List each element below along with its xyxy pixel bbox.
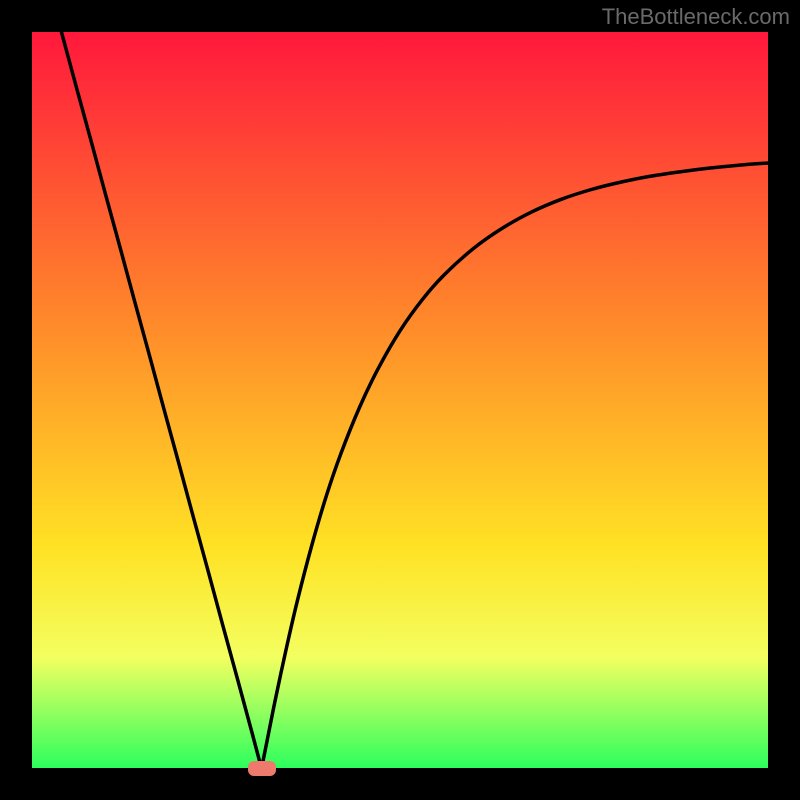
- chart-frame: TheBottleneck.com: [0, 0, 800, 800]
- curve-left-branch: [61, 32, 261, 768]
- bottleneck-curve: [32, 32, 768, 768]
- plot-area: [32, 32, 768, 768]
- curve-right-branch: [262, 163, 768, 768]
- watermark-label: TheBottleneck.com: [602, 4, 790, 30]
- min-marker: [248, 761, 276, 776]
